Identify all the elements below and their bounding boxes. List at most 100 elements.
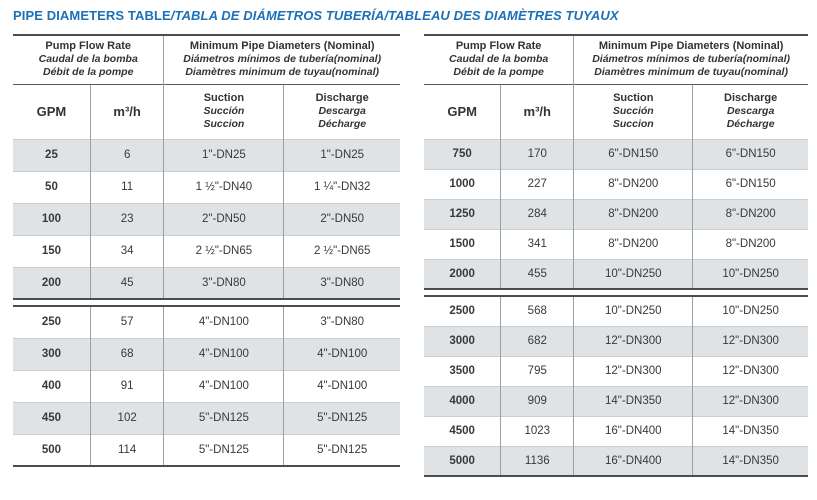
table-header: Pump Flow Rate Caudal de la bomba Débit … — [13, 35, 400, 139]
gpm-value: 50 — [13, 170, 91, 203]
header-line-english: Pump Flow Rate — [455, 40, 542, 53]
header-line-english: GPM — [447, 104, 477, 119]
suction-value: 3"-DN80 — [163, 266, 284, 300]
low-flow-section-1: 25 6 1"-DN25 1"-DN25 50 11 1 ½"-DN40 1 ¼"-DN32 1… — [13, 138, 400, 300]
m3h-value: 114 — [89, 433, 164, 466]
header-line-spanish: Caudal de la bomba — [449, 53, 549, 66]
gpm-value: 2000 — [424, 258, 501, 290]
high-flow-section-2: 2500 568 10"-DN250 10"-DN250 3000 682 12"-DN30… — [424, 295, 808, 476]
header-line-english: Minimum Pipe Diameters (Nominal) — [598, 40, 784, 53]
discharge-value: 2"-DN50 — [283, 202, 400, 235]
table-row: 450 102 5"-DN125 5"-DN125 — [13, 401, 400, 434]
suction-value: 6"-DN150 — [573, 138, 693, 169]
gpm-value: 3000 — [424, 325, 501, 356]
gpm-value: 3500 — [424, 355, 501, 386]
m3h-value: 568 — [500, 295, 574, 326]
m3h-value: 795 — [500, 355, 574, 386]
m3h-value: 682 — [500, 325, 574, 356]
min-pipe-diameters-header: Minimum Pipe Diameters (Nominal) Diámetr… — [163, 35, 400, 84]
table-row: 1000 227 8"-DN200 6"-DN150 — [424, 168, 808, 199]
gpm-value: 150 — [13, 234, 91, 267]
table-row: 300 68 4"-DN100 4"-DN100 — [13, 337, 400, 370]
page-title: PIPE DIAMETERS TABLE/TABLA DE DIÁMETROS … — [13, 8, 808, 23]
header-line-spanish: Succión — [612, 105, 654, 117]
discharge-value: 12"-DN300 — [692, 385, 808, 416]
high-flow-section-1: 750 170 6"-DN150 6"-DN150 1000 227 8"-DN200 6"-… — [424, 138, 808, 290]
discharge-value: 12"-DN300 — [692, 325, 808, 356]
table-row: 200 45 3"-DN80 3"-DN80 — [13, 266, 400, 300]
suction-value: 5"-DN125 — [163, 433, 284, 466]
gpm-value: 25 — [13, 138, 91, 171]
m3h-value: 227 — [500, 168, 574, 199]
table-row: 150 34 2 ½"-DN65 2 ½"-DN65 — [13, 234, 400, 267]
header-line-english: Discharge — [724, 92, 778, 104]
discharge-value: 3"-DN80 — [283, 305, 400, 338]
table-row: 250 57 4"-DN100 3"-DN80 — [13, 305, 400, 338]
discharge-value: 6"-DN150 — [692, 168, 808, 199]
suction-value: 1 ½"-DN40 — [163, 170, 284, 203]
table-row: 2500 568 10"-DN250 10"-DN250 — [424, 295, 808, 326]
header-line-english: Minimum Pipe Diameters (Nominal) — [189, 40, 375, 53]
suction-value: 8"-DN200 — [573, 198, 693, 229]
header-line-french: Débit de la pompe — [42, 66, 134, 79]
discharge-value: 1 ¼"-DN32 — [283, 170, 400, 203]
suction-value: 8"-DN200 — [573, 168, 693, 199]
gpm-value: 1000 — [424, 168, 501, 199]
section-gap — [13, 299, 400, 306]
suction-value: 10"-DN250 — [573, 258, 693, 290]
table-row: 2000 455 10"-DN250 10"-DN250 — [424, 258, 808, 290]
column-header-row: GPM m³/h Suction Succión Succion Dischar… — [424, 83, 808, 139]
table-row: 5000 1136 16"-DN400 14"-DN350 — [424, 445, 808, 476]
discharge-value: 5"-DN125 — [283, 401, 400, 434]
column-header-row: GPM m³/h Suction Succión Succion Dischar… — [13, 83, 400, 139]
gpm-value: 250 — [13, 305, 91, 338]
discharge-value: 8"-DN200 — [692, 198, 808, 229]
table-row: 3000 682 12"-DN300 12"-DN300 — [424, 325, 808, 356]
header-line-spanish: Succión — [203, 105, 245, 117]
suction-value: 14"-DN350 — [573, 385, 693, 416]
header-line-english: Pump Flow Rate — [45, 40, 131, 53]
discharge-value: 12"-DN300 — [692, 355, 808, 386]
title-english: PIPE DIAMETERS TABLE — [13, 8, 171, 23]
m3h-column-header: m³/h — [500, 83, 574, 139]
pipe-diameters-page: PIPE DIAMETERS TABLE/TABLA DE DIÁMETROS … — [13, 8, 808, 477]
suction-value: 4"-DN100 — [163, 337, 284, 370]
header-line-english: m³/h — [523, 104, 551, 119]
gpm-column-header: GPM — [424, 83, 501, 139]
header-line-french: Débit de la pompe — [453, 66, 544, 79]
section-gap — [424, 289, 808, 296]
header-line-french: Succion — [203, 118, 245, 130]
header-line-french: Diamètres minimum de tuyau(nominal) — [594, 66, 788, 79]
suction-column-header: Suction Succión Succion — [573, 83, 693, 139]
discharge-value: 4"-DN100 — [283, 337, 400, 370]
m3h-value: 68 — [89, 337, 164, 370]
group-header-row: Pump Flow Rate Caudal de la bomba Débit … — [424, 35, 808, 84]
header-line-french: Décharge — [726, 118, 775, 130]
header-line-english: Suction — [613, 92, 654, 104]
suction-value: 4"-DN100 — [163, 369, 284, 402]
m3h-value: 341 — [500, 228, 574, 259]
gap-row — [13, 299, 400, 306]
table-row: 1250 284 8"-DN200 8"-DN200 — [424, 198, 808, 229]
min-pipe-diameters-header: Minimum Pipe Diameters (Nominal) Diámetr… — [573, 35, 808, 84]
m3h-value: 11 — [89, 170, 164, 203]
gap-cell — [13, 299, 400, 306]
discharge-value: 10"-DN250 — [692, 258, 808, 290]
table-row: 100 23 2"-DN50 2"-DN50 — [13, 202, 400, 235]
discharge-value: 2 ½"-DN65 — [283, 234, 400, 267]
suction-value: 2 ½"-DN65 — [163, 234, 284, 267]
discharge-value: 14"-DN350 — [692, 415, 808, 446]
m3h-value: 23 — [89, 202, 164, 235]
m3h-value: 1136 — [500, 445, 574, 476]
header-line-english: m³/h — [113, 104, 141, 119]
gpm-value: 450 — [13, 401, 91, 434]
m3h-value: 284 — [500, 198, 574, 229]
m3h-value: 170 — [500, 138, 574, 169]
suction-column-header: Suction Succión Succion — [163, 83, 284, 139]
header-line-english: GPM — [36, 104, 67, 119]
suction-value: 1"-DN25 — [163, 138, 284, 171]
suction-value: 10"-DN250 — [573, 295, 693, 326]
table-row: 1500 341 8"-DN200 8"-DN200 — [424, 228, 808, 259]
m3h-value: 91 — [89, 369, 164, 402]
table-row: 4000 909 14"-DN350 12"-DN300 — [424, 385, 808, 416]
